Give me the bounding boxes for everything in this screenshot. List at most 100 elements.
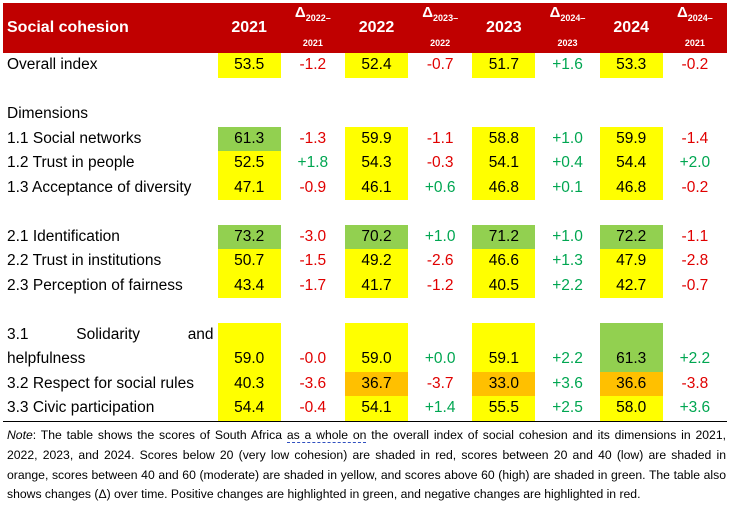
table-row-overall: Overall index 53.5 -1.2 52.4 -0.7 51.7 +…: [3, 53, 727, 78]
delta-cell: +2.2: [552, 276, 583, 294]
delta-cell: +1.4: [408, 396, 473, 422]
row-label: 3.1 Solidarity and: [3, 323, 218, 348]
row-label: 1.2 Trust in people: [7, 154, 135, 172]
delta-cell: -3.7: [426, 374, 454, 392]
row-label: 3.3 Civic participation: [3, 396, 218, 422]
delta-cell: -3.8: [681, 374, 709, 392]
delta-header-4: Δ2024– 2021: [662, 3, 727, 53]
value-cell: 54.4: [217, 396, 281, 422]
value-cell: 59.0: [217, 347, 281, 372]
row-label: 1.1 Social networks: [7, 129, 142, 147]
value-cell: 36.7: [344, 371, 409, 396]
year-2022-header: 2022: [344, 3, 409, 53]
value-cell: 58.0: [599, 396, 663, 422]
value-cell: 58.8: [472, 126, 536, 151]
table-row-1-3: 1.3 Acceptance of diversity 47.1 -0.9 46…: [3, 175, 727, 200]
row-label: 2.1 Identification: [7, 227, 120, 245]
delta-cell: -1.3: [299, 129, 327, 147]
delta-cell: +1.0: [552, 227, 583, 245]
delta-cell: +2.2: [552, 350, 583, 368]
table-row-1-2: 1.2 Trust in people 52.5 +1.8 54.3 -0.3 …: [3, 151, 727, 176]
note-text-1: : The table shows the scores of South Af…: [32, 428, 287, 442]
value-cell: 52.4: [344, 53, 409, 78]
delta-cell: +1.0: [552, 129, 583, 147]
table-row-2-1: 2.1 Identification 73.2 -3.0 70.2 +1.0 7…: [3, 224, 727, 249]
note-dashed-text: as a whole on: [286, 428, 367, 443]
table-row-3-2: 3.2 Respect for social rules 40.3 -3.6 3…: [3, 371, 727, 396]
delta-cell: -0.2: [681, 178, 709, 196]
delta-cell: -1.4: [681, 129, 709, 147]
note-text-2: the overall index of social cohesion and…: [7, 428, 726, 502]
delta-cell: +3.6: [662, 396, 727, 422]
delta-cell: -1.2: [299, 56, 327, 74]
delta-cell: -0.4: [280, 396, 345, 422]
delta-cell: +1.8: [297, 154, 329, 172]
value-cell: 47.1: [217, 175, 281, 200]
value-cell: 41.7: [344, 273, 409, 298]
value-cell: 53.5: [217, 53, 281, 78]
table-row-3-1: helpfulness 59.0 -0.0 59.0 +0.0 59.1 +2.…: [3, 347, 727, 372]
delta-cell: -0.7: [426, 56, 454, 74]
delta-cell: +2.2: [679, 350, 711, 368]
spacer-row: [3, 78, 727, 103]
delta-cell: +0.0: [424, 350, 456, 368]
delta-cell: -2.8: [681, 252, 709, 270]
row-label: 3.2 Respect for social rules: [7, 374, 194, 392]
value-cell: 40.5: [472, 273, 536, 298]
value-cell: 43.4: [217, 273, 281, 298]
value-cell: 52.5: [217, 151, 281, 176]
table-row-2-3: 2.3 Perception of fairness 43.4 -1.7 41.…: [3, 273, 727, 298]
value-cell: 54.1: [472, 151, 536, 176]
value-cell: 46.1: [344, 175, 409, 200]
row-label: Overall index: [7, 56, 98, 74]
row-label-continued: helpfulness: [7, 350, 86, 368]
value-cell: 72.2: [599, 224, 663, 249]
delta-cell: +1.6: [552, 56, 583, 74]
year-2021-header: 2021: [217, 3, 281, 53]
value-cell: 53.3: [599, 53, 663, 78]
delta-cell: +0.1: [552, 178, 583, 196]
table-row-2-2: 2.2 Trust in institutions 50.7 -1.5 49.2…: [3, 249, 727, 274]
value-cell: 33.0: [472, 371, 536, 396]
value-cell: 61.3: [599, 347, 663, 372]
social-cohesion-table: Social cohesion 2021 Δ2022– 2021 2022 Δ20…: [3, 3, 727, 422]
note-lead: Note: [7, 428, 33, 442]
year-2023-header: 2023: [472, 3, 536, 53]
value-cell: 40.3: [217, 371, 281, 396]
delta-cell: -0.7: [681, 276, 709, 294]
section-label-dimensions: Dimensions: [7, 105, 88, 123]
row-label: 2.2 Trust in institutions: [7, 252, 162, 270]
value-cell: 59.0: [344, 347, 409, 372]
value-cell: 71.2: [472, 224, 536, 249]
row-label-part: Solidarity: [76, 325, 140, 343]
delta-header-2: Δ2023– 2022: [408, 3, 473, 53]
delta-cell: +0.4: [552, 154, 583, 172]
delta-cell: +2.0: [679, 154, 711, 172]
delta-cell: -0.3: [426, 154, 454, 172]
delta-cell: -1.7: [299, 276, 327, 294]
delta-cell: -1.5: [299, 252, 327, 270]
value-cell: 46.6: [472, 249, 536, 274]
row-label-part: and: [187, 325, 214, 343]
value-cell: 46.8: [472, 175, 536, 200]
delta-cell: -1.1: [681, 227, 709, 245]
row-label: 1.3 Acceptance of diversity: [7, 178, 192, 196]
delta-cell: +1.0: [424, 227, 456, 245]
value-cell: 46.8: [599, 175, 663, 200]
spacer-row: [3, 200, 727, 225]
delta-header-1: Δ2022– 2021: [280, 3, 345, 53]
value-cell: 47.9: [599, 249, 663, 274]
value-cell: 61.3: [217, 126, 281, 151]
delta-cell: -1.1: [426, 129, 454, 147]
value-cell: 59.1: [472, 347, 536, 372]
delta-cell: -0.0: [299, 350, 327, 368]
delta-header-3: Δ2024– 2023: [535, 3, 600, 53]
delta-cell: +1.3: [552, 252, 583, 270]
value-cell: 54.1: [344, 396, 409, 422]
value-cell: 42.7: [599, 273, 663, 298]
delta-cell: -0.9: [299, 178, 327, 196]
value-cell: 55.5: [472, 396, 536, 422]
value-cell: 49.2: [344, 249, 409, 274]
value-cell: 59.9: [599, 126, 663, 151]
value-cell: 54.4: [599, 151, 663, 176]
